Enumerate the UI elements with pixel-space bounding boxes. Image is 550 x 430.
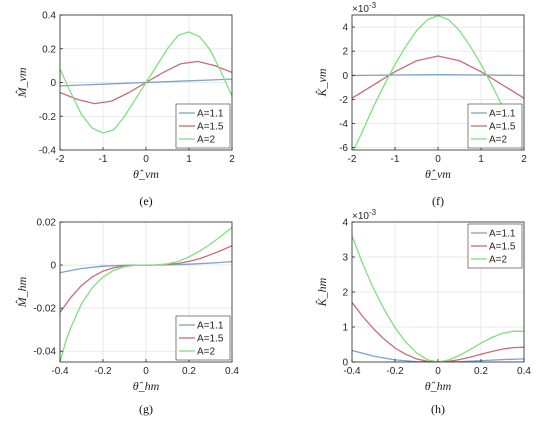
x-axis-label: θ̂_vm bbox=[133, 167, 159, 181]
chart-panel-g: -0.4 -0.2 0 0.2 0.4 -0.04 -0.02 0 0.02 M̂_hm θ̂_hm… bbox=[15, 218, 239, 417]
x-tick-label: -1 bbox=[99, 154, 108, 165]
y-axis-label: M̂_hm bbox=[15, 276, 29, 308]
legend: A=1.1 A=1.5 A=2 bbox=[175, 103, 231, 149]
x-tick-label: 0.2 bbox=[474, 366, 488, 377]
series-line-a15 bbox=[352, 302, 524, 362]
legend: A=1.1 A=1.5 A=2 bbox=[175, 315, 231, 361]
legend-label: A=1.5 bbox=[489, 122, 516, 133]
y-tick-label: -0.2 bbox=[39, 112, 57, 123]
x-tick-label: -1 bbox=[391, 154, 400, 165]
legend-label: A=1.5 bbox=[197, 334, 224, 345]
x-tick-label: 0 bbox=[435, 366, 441, 377]
y-tick-label: -0.4 bbox=[39, 146, 57, 157]
y-tick-label: 0.02 bbox=[37, 218, 57, 229]
series-line-a15 bbox=[352, 55, 524, 99]
y-tick-label: 3 bbox=[342, 253, 348, 264]
legend-label: A=1.1 bbox=[489, 229, 516, 240]
legend-label: A=1.1 bbox=[489, 109, 516, 120]
series-line-a11 bbox=[352, 349, 524, 362]
axis-multiplier: ×10-3 bbox=[352, 208, 377, 222]
x-tick-label: -2 bbox=[348, 154, 357, 165]
panel-caption: (h) bbox=[431, 402, 445, 416]
x-tick-label: -0.4 bbox=[343, 366, 361, 377]
chart-panel-f: -2 -1 0 1 2-6-4-2024×10-3K̂_vmθ̂_vmA=1.1A=1.… bbox=[315, 1, 527, 208]
y-axis-label: K̂_vm bbox=[315, 68, 329, 97]
panel-caption: (e) bbox=[139, 194, 152, 208]
legend-label: A=2 bbox=[489, 135, 508, 146]
x-tick-label: -0.2 bbox=[386, 366, 404, 377]
x-tick-label: 2 bbox=[229, 154, 235, 165]
y-tick-label: 4 bbox=[342, 218, 348, 229]
legend-label: A=2 bbox=[489, 255, 508, 266]
x-tick-label: 1 bbox=[186, 154, 192, 165]
y-tick-label: 0 bbox=[342, 358, 348, 369]
x-axis-label: θ̂_hm bbox=[425, 379, 452, 393]
legend-label: A=2 bbox=[197, 347, 216, 358]
y-tick-label: 2 bbox=[342, 288, 348, 299]
series-line-a2 bbox=[352, 15, 524, 150]
y-tick-label: 4 bbox=[342, 23, 348, 34]
x-tick-label: 1 bbox=[478, 154, 484, 165]
y-tick-label: 0 bbox=[342, 71, 348, 82]
y-tick-label: 0 bbox=[50, 78, 56, 89]
legend-label: A=1.5 bbox=[197, 122, 224, 133]
y-tick-label: 0.4 bbox=[42, 11, 56, 22]
x-tick-label: -2 bbox=[56, 154, 65, 165]
series-line-a2 bbox=[352, 235, 524, 362]
x-tick-label: -0.4 bbox=[51, 366, 69, 377]
panel-caption: (g) bbox=[139, 402, 153, 416]
y-tick-label: -4 bbox=[339, 119, 348, 130]
y-axis-label: K̂_hm bbox=[315, 277, 329, 307]
y-tick-label: -0.04 bbox=[33, 347, 56, 358]
legend-label: A=1.1 bbox=[197, 321, 224, 332]
legend-label: A=2 bbox=[197, 135, 216, 146]
x-tick-label: 0.4 bbox=[225, 366, 239, 377]
x-tick-label: 0.4 bbox=[517, 366, 531, 377]
legend-label: A=1.1 bbox=[197, 109, 224, 120]
x-tick-label: 0 bbox=[435, 154, 441, 165]
y-axis-label: M̂_vm bbox=[15, 67, 29, 98]
panel-caption: (f) bbox=[432, 194, 444, 208]
y-tick-label: 2 bbox=[342, 47, 348, 58]
x-axis-label: θ̂_hm bbox=[133, 379, 160, 393]
x-tick-label: 0 bbox=[143, 154, 149, 165]
y-tick-label: 0 bbox=[50, 261, 56, 272]
legend: A=1.1 A=1.5 A=2 bbox=[467, 103, 523, 149]
x-tick-label: -0.2 bbox=[94, 366, 112, 377]
y-tick-label: -6 bbox=[339, 143, 348, 154]
chart-panel-h: -0.4 -0.2 0 0.2 0.4 0 1 2 3 4 ×10-3 K̂_hm θ̂_hm A=1.1… bbox=[315, 208, 531, 416]
series-line-a11 bbox=[352, 74, 524, 77]
x-axis-label: θ̂_vm bbox=[425, 167, 451, 181]
chart-panel-e: -2 -1 0 1 2-0.4-0.200.20.4M̂_vmθ̂_vmA=1.1A=1… bbox=[15, 11, 235, 209]
y-tick-label: -2 bbox=[339, 95, 348, 106]
y-tick-label: -0.02 bbox=[33, 304, 56, 315]
x-tick-label: 0.2 bbox=[182, 366, 196, 377]
legend: A=1.1 A=1.5 A=2 bbox=[467, 223, 523, 269]
y-tick-label: 0.2 bbox=[42, 44, 56, 55]
legend-label: A=1.5 bbox=[489, 242, 516, 253]
axis-multiplier: ×10-3 bbox=[352, 1, 377, 15]
y-tick-label: 1 bbox=[342, 323, 348, 334]
x-tick-label: 0 bbox=[143, 366, 149, 377]
x-tick-label: 2 bbox=[521, 154, 527, 165]
series-line-a2 bbox=[60, 226, 232, 362]
series-line-a2 bbox=[60, 31, 232, 134]
